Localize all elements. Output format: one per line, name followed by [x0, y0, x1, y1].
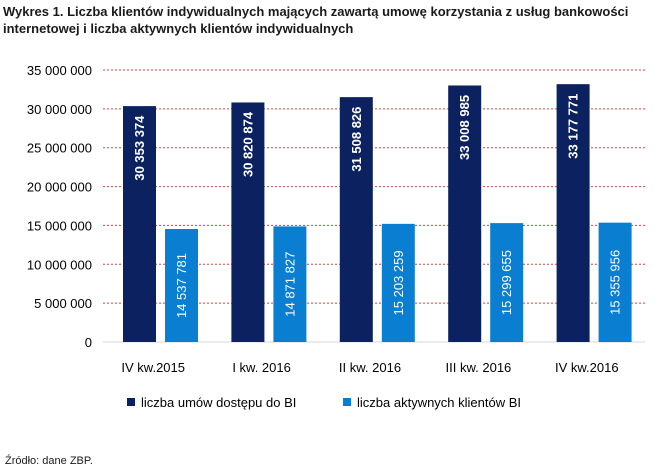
bar-contracts [448, 85, 482, 343]
y-tick-label: 10 000 000 [27, 257, 92, 272]
chart-title: Wykres 1. Liczba klientów indywidualnych… [3, 4, 629, 36]
y-tick-label: 0 [85, 335, 92, 350]
data-label: 33 177 771 [566, 94, 581, 159]
y-tick-label: 5 000 000 [34, 296, 92, 311]
x-tick-label: III kw. 2016 [446, 360, 512, 375]
data-label: 14 537 781 [174, 253, 189, 318]
legend-swatch [127, 398, 135, 406]
bar-contracts [123, 106, 156, 342]
y-tick-label: 15 000 000 [27, 218, 92, 233]
data-label: 30 353 374 [132, 115, 147, 181]
x-axis: IV kw.2015 I kw. 2016 II kw. 2016 III kw. 2… [121, 360, 618, 375]
legend-swatch [343, 398, 351, 406]
bars: 30 353 374 14 537 781 30 820 874 14 871 827… [123, 84, 632, 343]
bar-active-clients [490, 223, 524, 342]
y-tick-label: 25 000 000 [27, 141, 92, 156]
x-tick-label: II kw. 2016 [339, 360, 401, 375]
data-label: 15 203 259 [391, 250, 406, 315]
bar-contracts [339, 97, 373, 342]
x-tick-label: IV kw.2016 [555, 360, 619, 375]
data-label: 30 820 874 [240, 111, 255, 177]
y-tick-label: 30 000 000 [27, 102, 92, 117]
y-tick-label: 35 000 000 [27, 63, 92, 78]
x-tick-label: I kw. 2016 [232, 360, 291, 375]
source-note: Źródło: dane ZBP. [5, 455, 93, 467]
data-label: 33 008 985 [457, 95, 472, 160]
bar-contracts [556, 84, 590, 343]
data-label: 31 508 826 [349, 107, 364, 172]
legend-label: liczba aktywnych klientów BI [357, 395, 521, 410]
y-tick-label: 20 000 000 [27, 180, 92, 195]
y-axis: 0 5 000 000 10 000 000 15 000 000 20 000 000… [27, 63, 92, 350]
data-label: 14 871 827 [282, 252, 297, 317]
data-label: 15 299 655 [499, 250, 514, 315]
bar-contracts [231, 102, 265, 342]
data-label: 15 355 956 [608, 250, 623, 315]
bar-active-clients [381, 223, 415, 342]
legend: liczba umów dostępu do BI liczba aktywnyc… [127, 395, 521, 410]
x-tick-label: IV kw.2015 [121, 360, 185, 375]
bar-active-clients [165, 229, 198, 342]
legend-label: liczba umów dostępu do BI [141, 395, 296, 410]
bar-active-clients [273, 226, 307, 342]
bar-active-clients [598, 222, 632, 342]
